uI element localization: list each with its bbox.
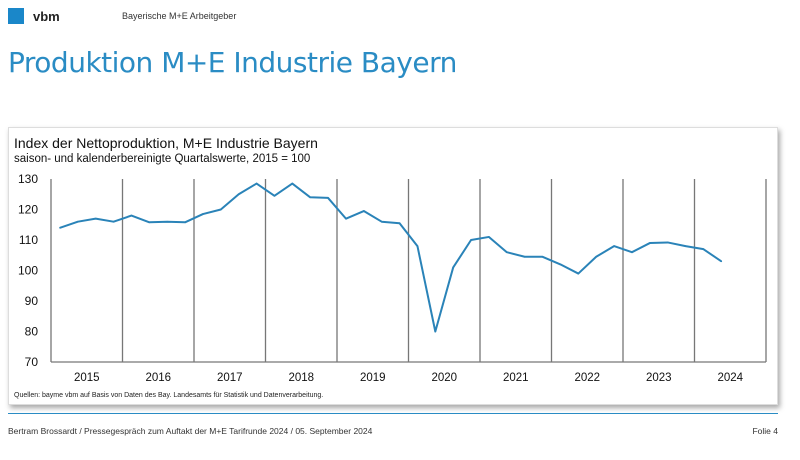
data-point (541, 255, 544, 258)
data-point (595, 255, 597, 258)
chart-container (8, 127, 778, 405)
data-point (220, 208, 222, 211)
chart-source: Quellen: bayme vbm auf Basis von Daten d… (14, 392, 324, 399)
data-point (184, 221, 186, 224)
data-point (327, 197, 329, 199)
page-number: Folie 4 (752, 426, 778, 436)
data-point (702, 248, 705, 250)
x-tick-label: 2017 (217, 372, 243, 384)
vbm-logo-square (8, 8, 24, 24)
data-point (434, 330, 437, 333)
data-point (94, 217, 97, 220)
data-point (684, 245, 687, 247)
chart-subtitle: saison- und kalenderbereinigte Quartalsw… (14, 153, 311, 165)
x-tick-label: 2021 (503, 372, 529, 384)
y-tick-label: 130 (18, 172, 38, 186)
data-point (488, 236, 490, 238)
data-point (506, 251, 508, 253)
y-tick-label: 90 (25, 294, 39, 308)
y-tick-label: 70 (25, 355, 39, 369)
data-point (273, 194, 276, 197)
logo-text: vbm (33, 9, 60, 24)
y-tick-label: 100 (18, 264, 38, 278)
data-point (577, 272, 580, 275)
data-point (398, 222, 401, 225)
data-point (363, 210, 365, 212)
data-point (416, 245, 419, 247)
data-point (523, 255, 526, 258)
x-tick-label: 2019 (360, 372, 386, 384)
series-line (59, 182, 722, 333)
data-point (166, 220, 168, 223)
data-point (255, 182, 258, 185)
data-point (202, 213, 204, 215)
data-point (309, 196, 311, 199)
footer-text: Bertram Brossardt / Pressegespräch zum A… (8, 426, 373, 436)
data-point (613, 245, 615, 247)
org-name: Bayerische M+E Arbeitgeber (122, 11, 237, 21)
x-tick-label: 2024 (717, 372, 743, 384)
chart-title: Index der Nettoproduktion, M+E Industrie… (14, 135, 318, 151)
x-tick-label: 2016 (145, 372, 171, 384)
data-point (148, 221, 151, 224)
data-point (291, 182, 294, 185)
data-point (59, 227, 61, 229)
data-point (720, 260, 723, 263)
y-tick-label: 110 (19, 233, 38, 247)
x-tick-label: 2023 (646, 372, 672, 384)
data-point (452, 266, 454, 269)
data-point (112, 220, 115, 223)
x-tick-label: 2018 (288, 372, 314, 384)
data-point (559, 263, 562, 266)
x-tick-label: 2022 (574, 372, 600, 384)
data-point (130, 214, 133, 217)
data-point (649, 242, 651, 244)
slide-title: Produktion M+E Industrie Bayern (8, 46, 457, 79)
y-tick-label: 80 (25, 325, 39, 339)
y-tick-label: 120 (18, 203, 38, 217)
footer-divider (8, 413, 778, 414)
data-point (631, 251, 633, 253)
data-point (470, 239, 472, 241)
data-point (237, 193, 240, 196)
data-point (77, 220, 79, 223)
data-point (666, 241, 669, 244)
x-tick-label: 2015 (74, 372, 100, 384)
x-tick-label: 2020 (431, 372, 457, 384)
data-point (345, 217, 347, 220)
data-point (380, 220, 383, 223)
